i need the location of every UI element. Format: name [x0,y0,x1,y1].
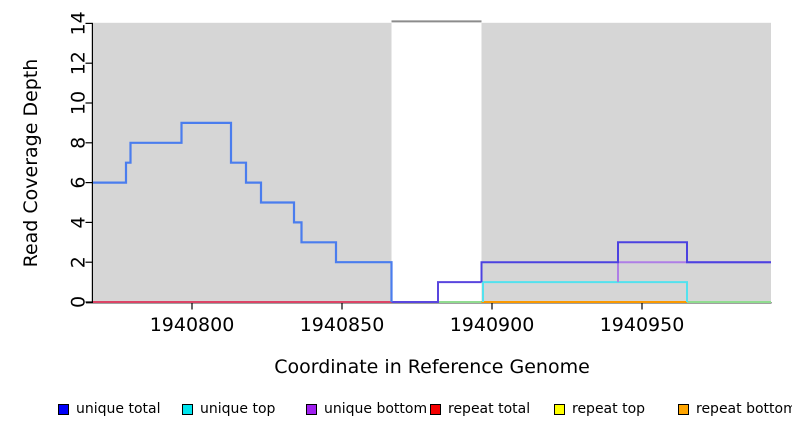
y-tick-label: 8 [68,137,90,149]
legend-item-repeat-bottom: repeat bottom [678,400,792,418]
legend-label: repeat bottom [696,401,792,417]
y-tick-label: 2 [68,256,90,268]
legend-label: repeat total [448,401,531,417]
x-tick-label: 1940950 [600,314,685,336]
legend-swatch-icon [182,403,193,415]
legend-item-unique-top: unique top [182,400,275,418]
legend-swatch-icon [678,403,689,415]
y-tick-label: 4 [68,216,90,228]
unique-total-left-line [93,121,393,302]
shaded-region-right [481,22,771,303]
legend-label: unique top [200,401,276,417]
legend-item-unique-bottom: unique bottom [306,400,427,418]
legend-swatch-icon [554,403,565,415]
y-axis-title: Read Coverage Depth [20,58,42,268]
legend-item-repeat-total: repeat total [430,400,530,418]
unique-gap-line [391,281,482,303]
legend-label: repeat top [572,401,646,417]
legend-label: unique total [76,401,161,417]
x-tick-label: 1940850 [300,314,385,336]
x-axis-title: Coordinate in Reference Genome [274,356,590,378]
x-tick-label: 1940900 [450,314,535,336]
legend-item-unique-total: unique total [58,400,160,418]
y-tick-label: 10 [68,91,90,115]
y-tick-label: 0 [68,296,90,308]
y-tick-label: 12 [68,51,90,75]
legend-label: unique bottom [324,401,428,417]
legend-item-repeat-top: repeat top [554,400,645,418]
y-tick-label: 6 [68,177,90,189]
y-tick-label: 14 [68,11,90,35]
unique-total-right-line [480,241,771,283]
x-tick-label: 1940800 [150,314,235,336]
unique-top-line [482,281,688,302]
legend-swatch-icon [58,403,69,415]
legend-swatch-icon [430,403,441,415]
legend-swatch-icon [306,403,317,415]
